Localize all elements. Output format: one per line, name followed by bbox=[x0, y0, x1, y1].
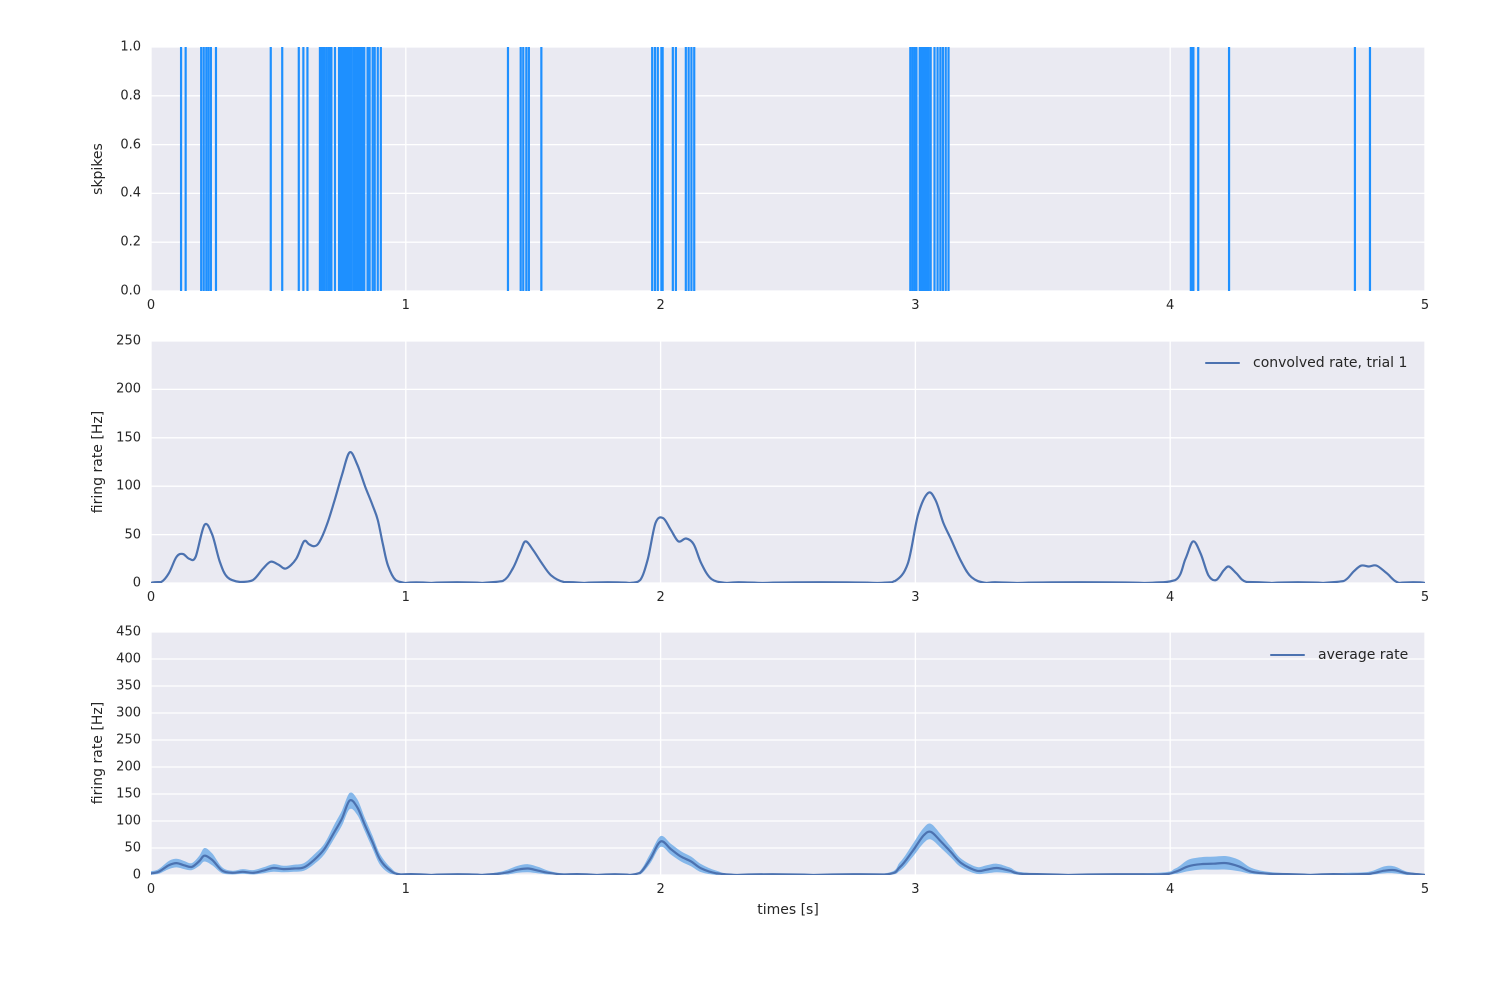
x-tick-label: 0 bbox=[146, 590, 156, 605]
x-tick-label: 2 bbox=[656, 882, 665, 897]
y-tick-label: 0.2 bbox=[120, 234, 141, 250]
legend-label: convolved rate, trial 1 bbox=[1253, 355, 1408, 371]
y-tick-label: 400 bbox=[116, 651, 141, 667]
average-rate-panel bbox=[151, 632, 1425, 875]
legend-average-rate: average rate bbox=[1270, 646, 1408, 664]
y-tick-label: 50 bbox=[124, 527, 141, 543]
x-tick-label: 2 bbox=[656, 298, 665, 313]
x-tick-label: 3 bbox=[911, 298, 920, 313]
y-tick-label: 50 bbox=[124, 840, 141, 856]
x-tick-label: 4 bbox=[1166, 590, 1175, 605]
spike-raster-panel bbox=[151, 47, 1425, 291]
y-tick-label: 100 bbox=[116, 478, 141, 494]
legend-line-sample bbox=[1205, 361, 1240, 365]
x-tick-label: 4 bbox=[1166, 882, 1175, 897]
x-tick-label: 0 bbox=[146, 882, 156, 897]
rate-line bbox=[151, 451, 1425, 583]
x-tick-label: 5 bbox=[1420, 590, 1430, 605]
y-tick-label: 200 bbox=[116, 381, 141, 397]
y-tick-label: 0.0 bbox=[120, 283, 141, 299]
confidence-band bbox=[151, 792, 1425, 875]
y-tick-label: 0.8 bbox=[120, 88, 141, 104]
y-tick-label: 100 bbox=[116, 813, 141, 829]
y-tick-label: 0.4 bbox=[120, 185, 141, 201]
y-tick-label: 350 bbox=[116, 678, 141, 694]
x-tick-label: 1 bbox=[401, 882, 410, 897]
x-tick-label: 5 bbox=[1420, 298, 1430, 313]
x-tick-label: 3 bbox=[911, 590, 920, 605]
y-tick-label: 0 bbox=[132, 867, 141, 883]
x-tick-label: 4 bbox=[1166, 298, 1175, 313]
y-tick-label: 150 bbox=[116, 430, 141, 446]
x-tick-label: 3 bbox=[911, 882, 920, 897]
y-tick-label: 0.6 bbox=[120, 137, 141, 153]
y-tick-label: 0 bbox=[132, 575, 141, 591]
x-tick-label: 1 bbox=[401, 298, 410, 313]
convolved-y-axis-label: firing rate [Hz] bbox=[90, 410, 106, 514]
x-axis-label: times [s] bbox=[757, 902, 819, 918]
y-tick-label: 150 bbox=[116, 786, 141, 802]
y-tick-label: 250 bbox=[116, 333, 141, 349]
x-tick-label: 0 bbox=[146, 298, 156, 313]
x-tick-label: 1 bbox=[401, 590, 410, 605]
y-tick-label: 300 bbox=[116, 705, 141, 721]
legend-convolved-rate: convolved rate, trial 1 bbox=[1205, 354, 1407, 372]
x-tick-label: 5 bbox=[1420, 882, 1430, 897]
convolved-rate-panel bbox=[151, 341, 1425, 583]
x-tick-label: 2 bbox=[656, 590, 665, 605]
y-tick-label: 1.0 bbox=[120, 39, 141, 55]
legend-line-sample bbox=[1270, 653, 1305, 657]
y-tick-label: 450 bbox=[116, 624, 141, 640]
mean-rate-line bbox=[151, 799, 1425, 875]
legend-label: average rate bbox=[1318, 647, 1409, 663]
y-tick-label: 200 bbox=[116, 759, 141, 775]
y-tick-label: 250 bbox=[116, 732, 141, 748]
